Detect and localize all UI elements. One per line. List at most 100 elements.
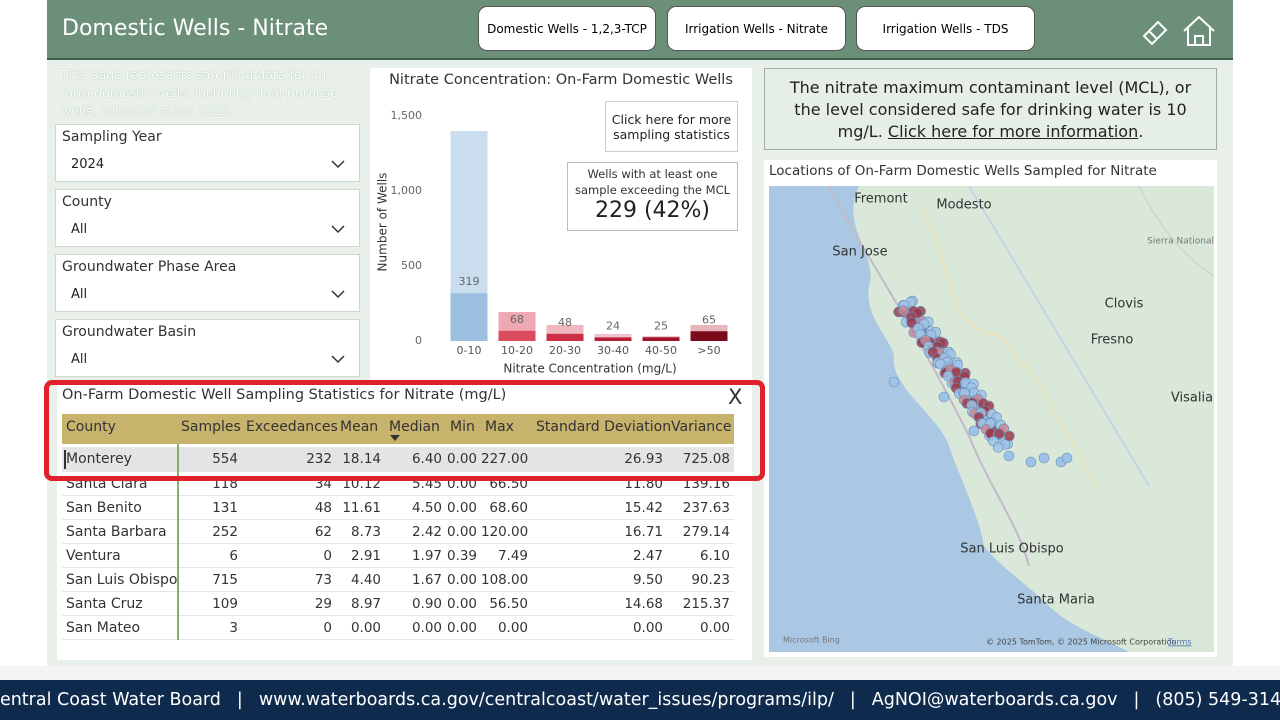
- data-label: 68: [510, 313, 524, 326]
- highlight-box: [44, 380, 765, 481]
- row-rule: [62, 519, 734, 520]
- table-cell: 0.00: [350, 620, 381, 636]
- table-cell: 109: [212, 596, 238, 612]
- x-tick-label: >50: [697, 344, 720, 357]
- y-tick-label: 0: [415, 334, 422, 347]
- footer-item[interactable]: (805) 549-3148: [1155, 690, 1280, 710]
- table-cell: 90.23: [691, 572, 730, 588]
- y-tick-label: 500: [401, 259, 422, 272]
- table-cell: 0.00: [446, 451, 477, 467]
- table-cell: 0.00: [446, 620, 477, 636]
- filter[interactable]: Groundwater Basin All: [55, 319, 360, 377]
- table-cell: 2.47: [632, 548, 663, 564]
- arrow: [331, 355, 345, 364]
- map-brand: Microsoft Bing: [783, 636, 840, 645]
- footer-separator: |: [849, 690, 856, 710]
- filter[interactable]: Groundwater Phase Area All: [55, 254, 360, 312]
- table-cell: 108.00: [481, 572, 529, 588]
- filter-value: 2024: [71, 157, 105, 172]
- place-label: Fremont: [854, 192, 908, 207]
- bar: [450, 293, 488, 341]
- dropdown-arrow: [331, 290, 345, 299]
- table-cell: 9.50: [632, 572, 663, 588]
- mcl-link[interactable]: Click here for more information: [887, 122, 1139, 141]
- place-label: Fresno: [1091, 333, 1134, 348]
- table-cell: 7.49: [497, 548, 528, 564]
- footer-item: Central Coast Water Board: [0, 690, 221, 710]
- place-label: San Luis Obispo: [960, 542, 1063, 557]
- place-label: Visalia: [1171, 391, 1213, 406]
- column-header[interactable]: Standard Deviation: [536, 419, 672, 435]
- table-cell: 11.61: [342, 500, 381, 516]
- table-cell: 131: [212, 500, 238, 516]
- map-title: Locations of On-Farm Domestic Wells Samp…: [769, 163, 1157, 179]
- table-cell: San Mateo: [66, 620, 141, 636]
- table-cell: 15.42: [624, 500, 663, 516]
- header-icons[interactable]: [1140, 14, 1220, 48]
- table-cell: 237.63: [682, 500, 730, 516]
- place-label: Clovis: [1105, 297, 1144, 312]
- table-cell: 215.37: [682, 596, 730, 612]
- column-header[interactable]: Mean: [340, 419, 379, 435]
- map-attribution: © 2025 TomTom, © 2025 Microsoft Corporat…: [986, 638, 1177, 647]
- x-tick-label: 30-40: [597, 344, 629, 357]
- filter-value: All: [71, 287, 88, 302]
- well-dot: [1025, 456, 1037, 468]
- footer-item[interactable]: www.waterboards.ca.gov/centralcoast/wate…: [258, 690, 834, 710]
- column-header[interactable]: Variance: [671, 419, 732, 435]
- table-cell: 56.50: [489, 596, 528, 612]
- table-cell: 0.00: [497, 620, 528, 636]
- y-tick-label: 1,500: [391, 109, 423, 122]
- map-terms[interactable]: Terms: [1167, 638, 1192, 647]
- table-cell: 0.00: [446, 524, 477, 540]
- column-header[interactable]: Exceedances: [246, 419, 338, 435]
- data-label: 24: [606, 319, 620, 332]
- row-rule: [62, 615, 734, 616]
- arrow: [331, 225, 345, 234]
- bar: [690, 331, 728, 341]
- table-cell: 8.97: [350, 596, 381, 612]
- table-cell: 3: [229, 620, 238, 636]
- x-tick-label: 10-20: [501, 344, 533, 357]
- mcl-note: The nitrate maximum contaminant level (M…: [764, 68, 1217, 150]
- nav-button[interactable]: Irrigation Wells - Nitrate: [667, 6, 846, 51]
- place-label: Santa Maria: [1017, 593, 1095, 608]
- kpi-card: Wells with at least one sample exceeding…: [567, 162, 738, 231]
- chart-title: Nitrate Concentration: On-Farm Domestic …: [389, 72, 733, 88]
- intro: This page represents sampling data for o…: [61, 66, 356, 120]
- table-cell: 0.00: [699, 620, 730, 636]
- row-rule: [62, 543, 734, 544]
- filter[interactable]: County All: [55, 189, 360, 247]
- table-cell: San Luis Obispo: [66, 572, 178, 588]
- filter-label: County: [62, 194, 112, 210]
- table-cell: 0.00: [446, 596, 477, 612]
- column-header[interactable]: Samples: [181, 419, 241, 435]
- column-header[interactable]: Max: [485, 419, 514, 435]
- table-cell: 0: [323, 620, 332, 636]
- column-rule: [177, 444, 179, 640]
- table-cell: 2.42: [411, 524, 442, 540]
- x-tick-label: 20-30: [549, 344, 581, 357]
- table-cell: 0.00: [446, 572, 477, 588]
- filter[interactable]: Sampling Year 2024: [55, 124, 360, 182]
- table-cell: 4.40: [350, 572, 381, 588]
- nav-button[interactable]: Domestic Wells - 1,2,3-TCP: [478, 6, 656, 51]
- table-cell: 14.68: [624, 596, 663, 612]
- nav-button[interactable]: Irrigation Wells - TDS: [856, 6, 1035, 51]
- table-cell: 1.67: [411, 572, 442, 588]
- column-header[interactable]: Min: [450, 419, 475, 435]
- filter-label: Groundwater Phase Area: [62, 259, 237, 275]
- mcl-suffix: .: [1138, 122, 1144, 141]
- table-title: On-Farm Domestic Well Sampling Statistic…: [62, 387, 507, 403]
- table-cell: 715: [212, 572, 238, 588]
- close-button[interactable]: X: [728, 385, 743, 409]
- well-dot: [888, 376, 900, 388]
- stats-button[interactable]: Click here for more sampling statistics: [605, 101, 738, 152]
- dropdown-arrow: [331, 355, 345, 364]
- column-header[interactable]: Median: [389, 419, 440, 435]
- column-header[interactable]: County: [66, 419, 116, 435]
- footer-item[interactable]: AgNOI@waterboards.ca.gov: [871, 690, 1118, 710]
- place-label: Sierra National: [1147, 237, 1214, 247]
- table-cell: 4.50: [411, 500, 442, 516]
- table-cell: 26.93: [624, 451, 663, 467]
